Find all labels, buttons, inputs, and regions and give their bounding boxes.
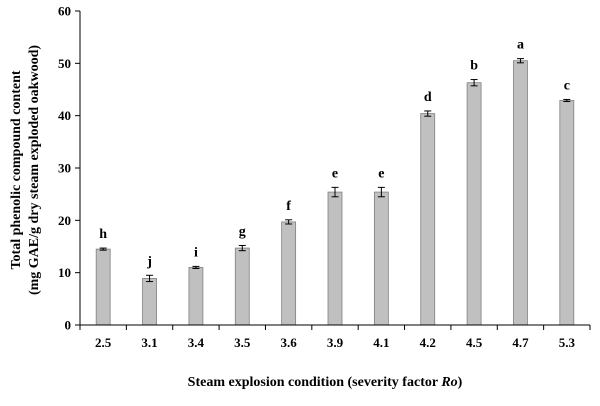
x-tick-label: 3.6: [281, 335, 298, 350]
significance-letter: e: [332, 166, 338, 181]
error-bar: [99, 247, 107, 251]
bar: [234, 247, 250, 326]
significance-letter: a: [517, 38, 524, 53]
bar: [466, 82, 482, 326]
bar: [95, 248, 111, 326]
error-bar: [470, 79, 478, 87]
x-tick-label: 4.7: [512, 335, 529, 350]
x-tick-label: 4.2: [420, 335, 436, 350]
error-bar: [285, 219, 293, 225]
x-tick-label: 4.1: [373, 335, 389, 350]
error-bar: [146, 274, 154, 283]
x-axis-title: Steam explosion condition (severity fact…: [188, 375, 463, 390]
y-tick-label: 50: [58, 56, 71, 71]
y-tick-label: 20: [58, 213, 71, 228]
significance-letter: c: [564, 78, 570, 93]
ticks-layer: 0 10 20 30 40 50 60: [58, 4, 591, 333]
x-tick-label: 3.4: [188, 335, 205, 350]
bar: [142, 278, 157, 326]
error-bar: [238, 244, 246, 252]
significance-letter: i: [194, 245, 198, 260]
error-bar: [424, 110, 432, 117]
labels-layer: h 2.5 j 3.1 i 3.4 g 3.5 f 3.6 e 3.9 e 4.1 d 4.2 b 4.5 a 4.7…: [95, 38, 575, 350]
x-axis-title-italic: Ro: [440, 375, 457, 390]
x-axis-title-end: ): [458, 375, 463, 390]
x-tick-label: 5.3: [559, 335, 576, 350]
bar: [327, 191, 343, 326]
error-bar: [563, 98, 571, 103]
x-tick-label: 4.5: [466, 335, 483, 350]
significance-letter: h: [99, 227, 107, 242]
y-tick-label: 40: [58, 108, 71, 123]
significance-letter: j: [146, 254, 152, 269]
significance-letter: g: [239, 224, 246, 239]
error-bar: [377, 186, 385, 198]
significance-letter: d: [424, 90, 432, 105]
bar: [188, 267, 204, 326]
error-bar: [192, 265, 200, 269]
x-axis-title-main: Steam explosion condition (severity fact…: [188, 375, 442, 390]
bar: [281, 221, 297, 326]
bars-layer: [95, 58, 575, 326]
bar: [559, 100, 575, 326]
significance-letter: b: [470, 59, 478, 74]
y-tick-label: 0: [65, 318, 72, 333]
bar: [373, 191, 389, 326]
y-axis-title-line1: Total phenolic compound content: [9, 70, 24, 269]
error-bar: [516, 58, 524, 64]
y-tick-label: 60: [58, 4, 71, 19]
x-tick-label: 3.9: [327, 335, 344, 350]
significance-letter: e: [378, 166, 384, 181]
bar: [513, 60, 528, 326]
y-tick-label: 30: [58, 161, 71, 176]
y-axis-title-line2: (mg GAE/g dry steam exploded oakwood): [27, 45, 42, 295]
y-tick-label: 10: [58, 265, 71, 280]
significance-letter: f: [286, 199, 291, 214]
x-tick-label: 3.5: [234, 335, 251, 350]
bar: [420, 113, 436, 326]
x-tick-label: 2.5: [95, 335, 112, 350]
error-bar: [331, 186, 339, 198]
x-tick-label: 3.1: [141, 335, 157, 350]
